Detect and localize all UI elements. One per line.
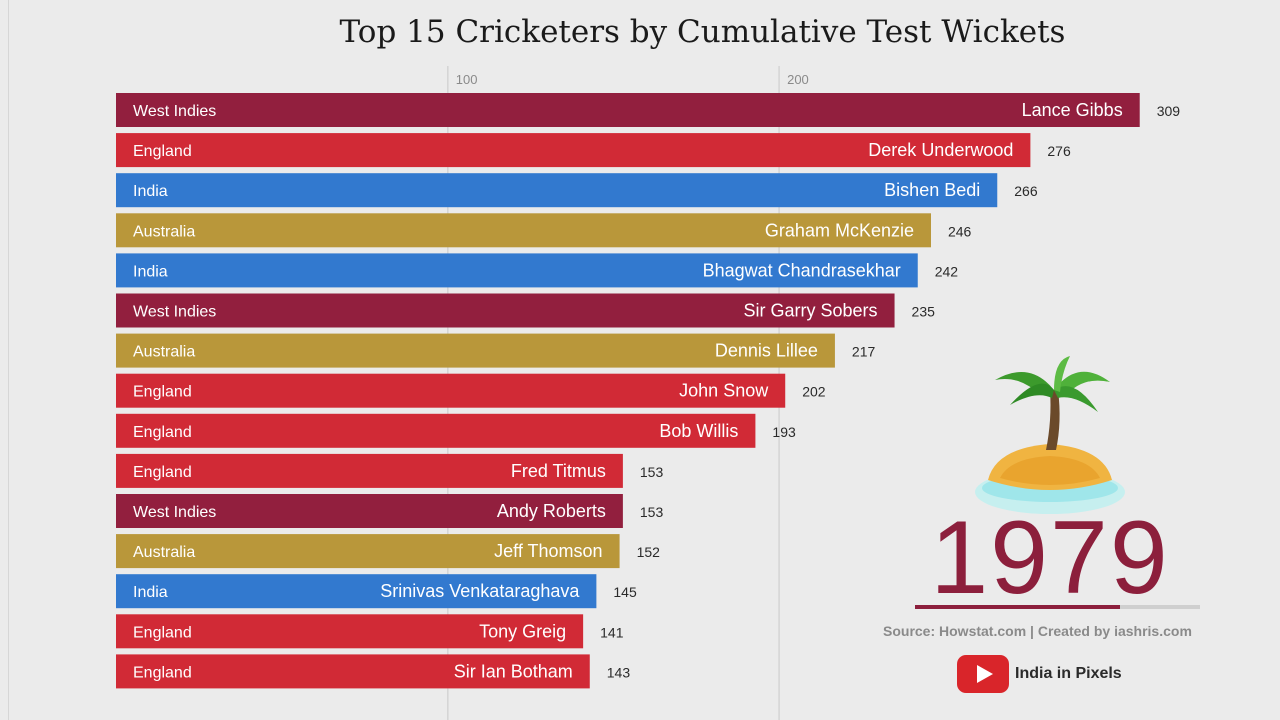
- desert-island-icon: [970, 350, 1130, 525]
- bar-player-name: Sir Garry Sobers: [744, 301, 878, 321]
- bar-value-label: 145: [613, 584, 637, 600]
- bar-country-label: West Indies: [133, 304, 216, 321]
- bar-player-name: Graham McKenzie: [765, 220, 914, 240]
- bar-country-label: England: [133, 464, 192, 481]
- bar: [116, 534, 620, 569]
- bar: [116, 253, 918, 288]
- bar-value-label: 143: [607, 664, 631, 680]
- bar-player-name: Lance Gibbs: [1022, 100, 1123, 120]
- bar-player-name: Derek Underwood: [868, 140, 1013, 160]
- bar-player-name: Sir Ian Botham: [454, 661, 573, 681]
- bar-country-label: India: [133, 584, 168, 601]
- bar-value-label: 193: [772, 424, 796, 440]
- bar-value-label: 141: [600, 624, 624, 640]
- bar: [116, 574, 597, 609]
- bar-value-label: 309: [1157, 103, 1181, 119]
- bar: [116, 133, 1031, 168]
- bar: [116, 654, 590, 689]
- bar-country-label: India: [133, 263, 168, 280]
- bar-country-label: Australia: [133, 223, 195, 240]
- bar-player-name: Bishen Bedi: [884, 180, 980, 200]
- timeline-progress-fill: [915, 605, 1121, 609]
- bar-player-name: Tony Greig: [479, 621, 566, 641]
- year-label: 1979: [930, 500, 1170, 616]
- bar-value-label: 153: [640, 464, 664, 480]
- bar-player-name: Srinivas Venkataraghava: [380, 581, 580, 601]
- bar-value-label: 266: [1014, 183, 1038, 199]
- bar-player-name: Fred Titmus: [511, 461, 606, 481]
- bar: [116, 213, 931, 248]
- bar-country-label: India: [133, 183, 168, 200]
- bar-country-label: Australia: [133, 544, 195, 561]
- frame-divider: [8, 0, 9, 720]
- bar: [116, 293, 895, 328]
- channel-branding[interactable]: India in Pixels: [957, 655, 1122, 693]
- bar-value-label: 152: [637, 544, 661, 560]
- bar-country-label: England: [133, 624, 192, 641]
- bar: [116, 93, 1140, 127]
- bar-country-label: Australia: [133, 344, 195, 361]
- bar-value-label: 153: [640, 504, 664, 520]
- bar: [116, 413, 756, 448]
- bar-country-label: England: [133, 664, 192, 681]
- bar: [116, 494, 623, 528]
- bar-value-label: 276: [1047, 143, 1071, 159]
- bar: [116, 614, 584, 649]
- bar-country-label: West Indies: [133, 504, 216, 521]
- bar-player-name: Bhagwat Chandrasekhar: [703, 260, 901, 280]
- bar-country-label: West Indies: [133, 103, 216, 120]
- bar-player-name: John Snow: [679, 381, 769, 401]
- bars-group: West Indies Lance Gibbs 309 England Derek Un…: [116, 93, 1181, 689]
- bar: [116, 333, 835, 368]
- source-credit: Source: Howstat.com | Created by iashris…: [883, 623, 1192, 639]
- bar-player-name: Andy Roberts: [497, 501, 606, 521]
- bar-value-label: 235: [912, 304, 936, 320]
- bar-value-label: 202: [802, 384, 826, 400]
- bar-player-name: Bob Willis: [659, 421, 738, 441]
- tick-label-100: 100: [456, 72, 478, 87]
- bar-country-label: England: [133, 424, 192, 441]
- bar: [116, 373, 786, 408]
- bar-value-label: 246: [948, 223, 972, 239]
- chart-title: Top 15 Cricketers by Cumulative Test Wic…: [339, 14, 1066, 50]
- bar-country-label: England: [133, 384, 192, 401]
- bar-value-label: 242: [935, 263, 959, 279]
- bar-player-name: Jeff Thomson: [494, 541, 602, 561]
- bar-player-name: Dennis Lillee: [715, 341, 818, 361]
- channel-name: India in Pixels: [1015, 665, 1122, 682]
- bar: [116, 453, 623, 488]
- bar-value-label: 217: [852, 344, 876, 360]
- bar-country-label: England: [133, 143, 192, 160]
- tick-label-200: 200: [787, 72, 809, 87]
- timeline-progress-track: [915, 605, 1200, 609]
- youtube-icon: [957, 655, 1009, 693]
- bar: [116, 173, 998, 208]
